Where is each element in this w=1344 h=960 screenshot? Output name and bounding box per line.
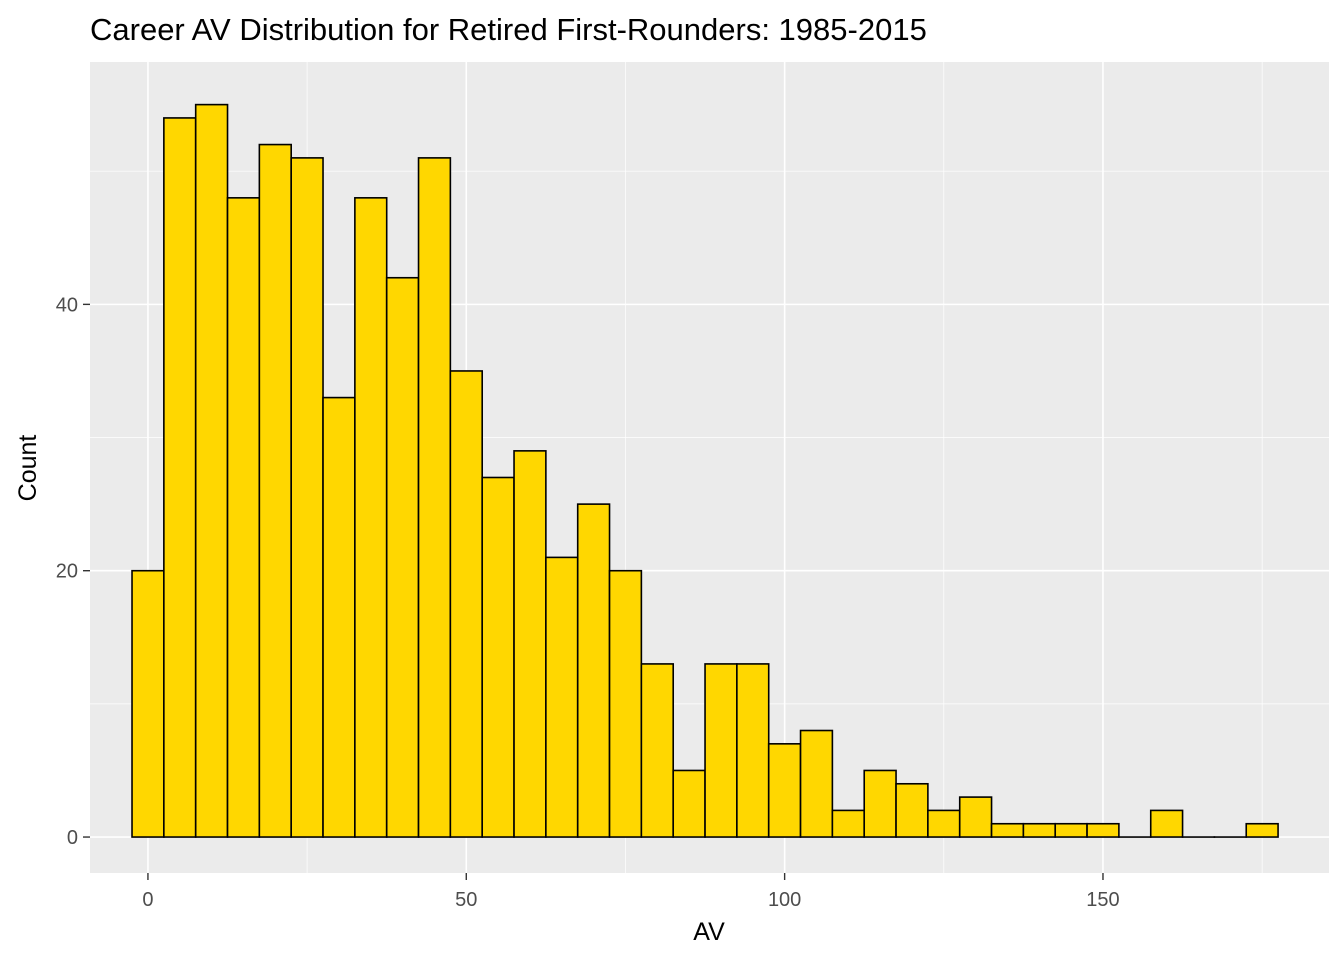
histogram-bar — [194, 103, 229, 838]
y-axis: 0 20 40 — [56, 294, 90, 849]
x-tick-label: 100 — [768, 889, 801, 911]
histogram-bar — [799, 729, 834, 838]
histogram-bar — [990, 822, 1025, 838]
histogram-bar — [385, 276, 420, 838]
histogram-bar — [163, 117, 197, 838]
histogram-bar — [895, 782, 929, 838]
x-tick-label: 50 — [455, 889, 477, 911]
y-tick-label: 40 — [56, 294, 78, 316]
histogram-bar — [640, 663, 675, 838]
histogram-bar — [449, 370, 484, 838]
histogram-bar — [131, 569, 165, 838]
histogram-bar — [576, 503, 611, 838]
x-axis-label: AV — [693, 918, 725, 946]
histogram-bar — [290, 157, 324, 838]
histogram-bar — [545, 556, 579, 838]
histogram-bar — [481, 476, 515, 838]
histogram-bar — [1245, 822, 1279, 838]
y-tick-label: 20 — [56, 561, 78, 583]
histogram-bar — [1022, 822, 1057, 838]
histogram-bar — [831, 809, 866, 838]
histogram-bar — [258, 143, 292, 838]
histogram-bar — [417, 157, 452, 838]
histogram-bar — [672, 769, 706, 838]
histogram-bar — [958, 796, 993, 838]
histogram-bar — [1054, 822, 1088, 838]
x-tick-label: 150 — [1086, 889, 1119, 911]
histogram-bar — [1149, 809, 1184, 838]
chart-title: Career AV Distribution for Retired First… — [90, 12, 927, 47]
histogram-bar — [927, 809, 961, 838]
histogram-bar — [354, 197, 388, 838]
histogram-bar — [513, 450, 547, 838]
histogram-bar — [322, 396, 356, 838]
x-tick-label: 0 — [142, 889, 153, 911]
histogram-bars — [131, 103, 1279, 838]
y-axis-label: Count — [14, 435, 42, 502]
histogram-bar — [863, 769, 897, 838]
histogram-bar — [767, 743, 802, 838]
histogram-bar — [1086, 822, 1120, 838]
x-axis: 0 50 100 150 — [142, 873, 1120, 911]
histogram-bar — [736, 663, 770, 838]
histogram-bar — [226, 197, 261, 838]
y-tick-label: 0 — [67, 827, 78, 849]
histogram-bar — [608, 569, 643, 838]
histogram-bar — [704, 663, 738, 838]
